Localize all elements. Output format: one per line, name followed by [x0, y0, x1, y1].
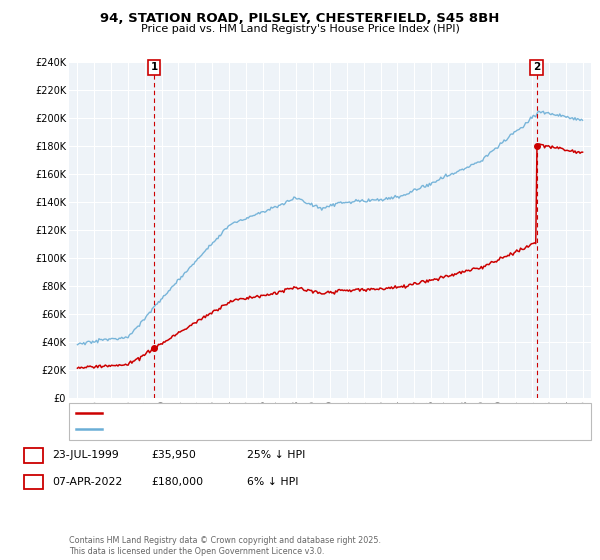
Text: 94, STATION ROAD, PILSLEY, CHESTERFIELD, S45 8BH (semi-detached house): 94, STATION ROAD, PILSLEY, CHESTERFIELD,… [107, 409, 473, 418]
Text: 1: 1 [30, 450, 37, 460]
Text: 25% ↓ HPI: 25% ↓ HPI [247, 450, 305, 460]
Text: £35,950: £35,950 [151, 450, 196, 460]
Text: 94, STATION ROAD, PILSLEY, CHESTERFIELD, S45 8BH: 94, STATION ROAD, PILSLEY, CHESTERFIELD,… [100, 12, 500, 25]
Text: Price paid vs. HM Land Registry's House Price Index (HPI): Price paid vs. HM Land Registry's House … [140, 24, 460, 34]
Text: HPI: Average price, semi-detached house, North East Derbyshire: HPI: Average price, semi-detached house,… [107, 425, 414, 434]
Text: 07-APR-2022: 07-APR-2022 [52, 477, 122, 487]
Text: 2: 2 [533, 62, 540, 72]
Text: 23-JUL-1999: 23-JUL-1999 [52, 450, 119, 460]
Text: 6% ↓ HPI: 6% ↓ HPI [247, 477, 299, 487]
Text: £180,000: £180,000 [151, 477, 203, 487]
Text: Contains HM Land Registry data © Crown copyright and database right 2025.
This d: Contains HM Land Registry data © Crown c… [69, 536, 381, 556]
Text: 1: 1 [151, 62, 158, 72]
Text: 2: 2 [30, 477, 37, 487]
